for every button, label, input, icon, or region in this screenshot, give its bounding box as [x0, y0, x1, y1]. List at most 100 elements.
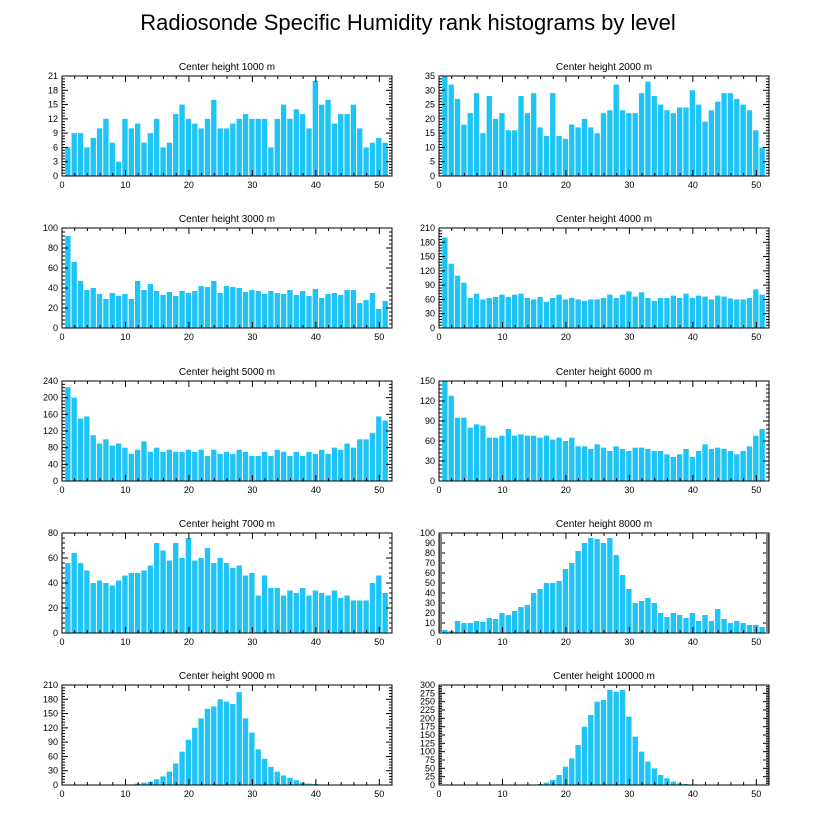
histogram-bar — [255, 118, 261, 176]
y-tick-label: 225 — [420, 705, 435, 715]
y-tick-label: 20 — [425, 114, 435, 124]
histogram-bar — [71, 553, 77, 633]
histogram-bar — [651, 300, 657, 328]
histogram-bar — [350, 447, 357, 481]
histogram-bar — [759, 147, 765, 176]
histogram-bar — [115, 296, 122, 328]
histogram-bar — [543, 301, 550, 328]
histogram-bar — [90, 435, 96, 481]
histogram-bar — [268, 147, 274, 176]
histogram-bar — [236, 692, 242, 785]
y-tick-label: 150 — [420, 730, 435, 740]
histogram-bar — [537, 589, 543, 633]
panel-title: Center height 5000 m — [179, 367, 275, 378]
x-tick-label: 0 — [59, 485, 64, 495]
y-tick-label: 6 — [53, 142, 58, 152]
histogram-bar — [242, 718, 249, 785]
histogram-bar — [524, 435, 531, 481]
histogram-bar — [160, 295, 166, 328]
histogram-bar — [293, 109, 299, 176]
histogram-bar — [626, 113, 632, 176]
histogram-bar — [306, 451, 312, 481]
histogram-bar — [442, 630, 448, 633]
y-tick-label: 0 — [53, 476, 58, 486]
histogram-bar — [242, 451, 249, 481]
histogram-bar — [230, 287, 236, 328]
histogram-bar — [122, 294, 128, 328]
y-tick-label: 60 — [425, 294, 435, 304]
histogram-bar — [312, 453, 319, 481]
histogram-bar — [569, 437, 575, 481]
histogram-bar — [676, 107, 683, 176]
histogram-bar — [467, 623, 473, 633]
histogram-bar — [543, 435, 550, 481]
y-tick-label: 200 — [420, 713, 435, 723]
y-tick-label: 40 — [48, 283, 58, 293]
histogram-bar — [280, 451, 287, 481]
y-tick-label: 210 — [420, 223, 435, 233]
histogram-bar — [173, 451, 179, 481]
histogram-bar — [204, 118, 211, 176]
histogram-bar — [255, 291, 261, 328]
histogram-bar — [369, 142, 376, 176]
histogram-bar — [325, 294, 331, 328]
histogram-bar — [600, 543, 607, 633]
histogram-bar — [657, 451, 664, 481]
histogram-bar — [676, 615, 683, 633]
histogram-bar — [382, 142, 388, 176]
histogram-bar — [84, 290, 90, 328]
x-tick-label: 20 — [184, 637, 194, 647]
histogram-bar — [115, 443, 122, 481]
x-tick-label: 40 — [688, 180, 698, 190]
histogram-bar — [287, 118, 293, 176]
histogram-bar — [511, 130, 518, 176]
histogram-bar — [683, 618, 689, 633]
histogram-bar — [255, 749, 261, 785]
x-tick-label: 20 — [561, 180, 571, 190]
histogram-bar — [632, 296, 638, 328]
histogram-bar — [575, 551, 581, 633]
histogram-bar — [166, 560, 173, 633]
histogram-bar — [473, 93, 480, 176]
histogram-bar — [524, 605, 531, 633]
histogram-bar — [255, 456, 261, 481]
histogram-bar — [581, 726, 588, 785]
panel-title: Center height 3000 m — [179, 214, 275, 225]
histogram-bar — [198, 718, 204, 785]
y-tick-label: 25 — [425, 100, 435, 110]
y-tick-label: 40 — [48, 459, 58, 469]
histogram-bar — [376, 575, 382, 633]
histogram-bar — [331, 123, 338, 176]
histogram-bar — [65, 236, 71, 328]
histogram-bar — [363, 600, 369, 633]
histogram-bar — [740, 299, 746, 328]
histogram-bar — [217, 558, 223, 633]
histogram-bar — [499, 435, 505, 481]
histogram-bar — [223, 563, 230, 633]
x-tick-label: 30 — [624, 637, 634, 647]
x-tick-label: 10 — [497, 637, 507, 647]
panel-title: Center height 9000 m — [179, 671, 275, 682]
histogram-bar — [588, 127, 594, 176]
histogram-bar — [467, 427, 473, 481]
histogram-bar — [134, 449, 141, 481]
x-tick-label: 40 — [688, 332, 698, 342]
y-tick-label: 60 — [48, 553, 58, 563]
histogram-bar — [556, 294, 562, 328]
histogram-bar — [454, 621, 461, 633]
histogram-bar — [670, 781, 676, 785]
y-tick-label: 18 — [48, 85, 58, 95]
histogram-bar — [236, 565, 242, 633]
histogram-bar — [331, 590, 338, 633]
x-tick-label: 40 — [311, 789, 321, 799]
histogram-bar — [160, 776, 166, 785]
histogram-bar — [160, 550, 166, 633]
histogram-bar — [331, 447, 338, 481]
histogram-bar — [632, 603, 638, 633]
histogram-bar — [531, 435, 537, 481]
histogram-bar — [325, 595, 331, 633]
histogram-bar — [192, 451, 198, 481]
histogram-bar — [274, 449, 280, 481]
histogram-bar — [261, 575, 268, 633]
histogram-bar — [77, 563, 84, 633]
